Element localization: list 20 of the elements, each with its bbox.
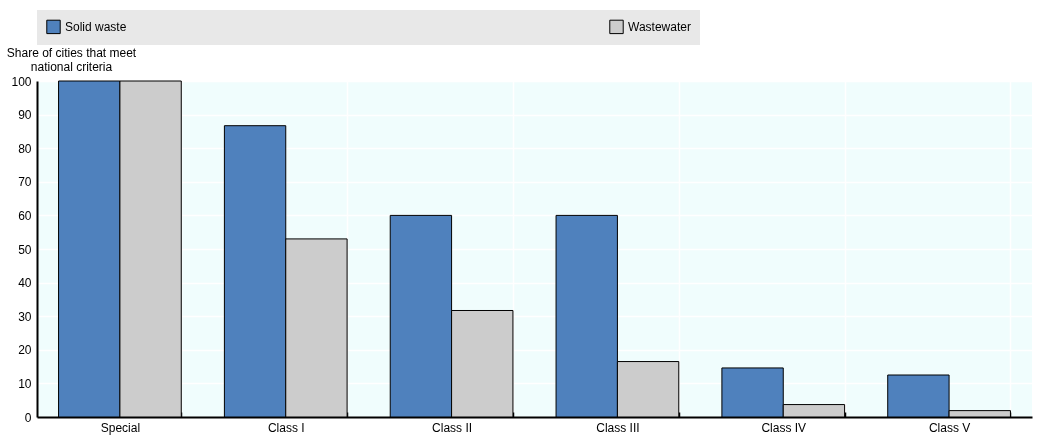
y-tick-label: 30 bbox=[18, 309, 32, 324]
y-tick-label: 50 bbox=[18, 242, 32, 257]
y-tick-label: 10 bbox=[18, 376, 32, 391]
x-tick-label: Class V bbox=[928, 420, 971, 435]
legend-label: Solid waste bbox=[65, 19, 127, 34]
y-tick-label: 40 bbox=[18, 276, 32, 291]
x-tick-label: Class IV bbox=[761, 420, 807, 435]
y-tick-label: 70 bbox=[18, 175, 32, 190]
y-tick-label: 0 bbox=[24, 410, 32, 425]
x-tick-label: Class III bbox=[596, 420, 640, 435]
y-axis-title: Share of cities that meet national criteria bbox=[6, 45, 137, 74]
y-tick-label: 20 bbox=[18, 343, 32, 358]
x-tick-label: Class II bbox=[432, 420, 473, 435]
legend-label: Wastewater bbox=[628, 19, 691, 34]
x-tick-label: Special bbox=[100, 420, 141, 435]
y-tick-label: 60 bbox=[18, 208, 32, 223]
y-tick-label: 80 bbox=[18, 141, 32, 156]
y-tick-label: 90 bbox=[18, 108, 32, 123]
x-tick-label: Class I bbox=[267, 420, 305, 435]
y-tick-label: 100 bbox=[11, 74, 32, 89]
